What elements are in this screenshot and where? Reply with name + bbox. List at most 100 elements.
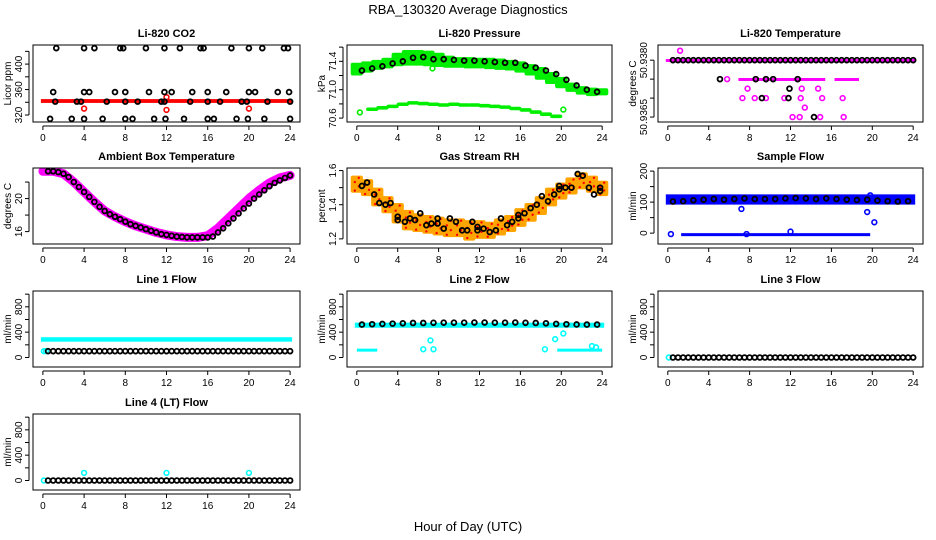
series-average: [358, 319, 601, 328]
data-point: [363, 192, 367, 196]
data-point: [255, 347, 263, 355]
data-point: [814, 85, 822, 92]
x-tick-label: 20: [243, 501, 255, 512]
data-point: [590, 191, 598, 198]
series-average: [44, 477, 294, 484]
data-point: [142, 477, 150, 484]
x-tick-label: 16: [202, 501, 214, 512]
series-average: [669, 354, 917, 361]
data-point: [80, 45, 88, 52]
y-tick-label: 200: [639, 162, 650, 179]
y-tick-label: 400: [14, 446, 25, 463]
y-tick-label: 800: [639, 298, 650, 315]
data-band-segment: [509, 106, 522, 111]
panel-9: Line 3 Flow ml/min 0 4 8 12 16 20 24 0 400 800: [628, 274, 924, 389]
data-point: [399, 319, 407, 327]
data-point: [751, 195, 759, 203]
data-point: [276, 477, 284, 484]
data-point: [563, 76, 570, 84]
data-point: [91, 45, 98, 52]
data-point: [430, 319, 437, 327]
data-point: [106, 347, 114, 355]
series-group: [40, 337, 294, 355]
x-tick-label: 4: [81, 501, 87, 512]
data-point: [810, 113, 818, 121]
data-point: [91, 477, 98, 484]
y-axis-label: degrees C: [628, 60, 639, 106]
y-tick-label: 50.9365: [639, 99, 650, 136]
data-point: [593, 88, 601, 96]
data-point: [797, 354, 805, 361]
plot-frame: [346, 290, 613, 368]
x-tick-label: 20: [556, 255, 568, 266]
data-band-segment: [539, 112, 553, 116]
data-point: [245, 477, 253, 484]
series-group: [38, 168, 295, 242]
data-point: [481, 319, 488, 326]
data-point: [532, 319, 540, 327]
x-axis-label: Hour of Day (UTC): [414, 519, 522, 534]
data-band-segment: [417, 101, 430, 106]
data-point: [710, 195, 718, 203]
series-raw-outliers: [667, 192, 878, 238]
data-point: [500, 227, 504, 231]
data-point: [858, 354, 866, 361]
data-point: [173, 477, 181, 484]
data-point: [782, 195, 789, 202]
data-point: [199, 347, 206, 355]
data-point: [555, 186, 563, 193]
data-point: [111, 213, 119, 221]
data-point: [558, 196, 561, 199]
panel-title: Line 3 Flow: [761, 274, 821, 286]
data-point: [116, 215, 124, 223]
data-point: [230, 347, 237, 355]
data-point: [756, 354, 764, 361]
data-point: [188, 88, 196, 96]
data-point: [168, 88, 175, 96]
series-raw: [40, 469, 253, 484]
data-point: [121, 347, 129, 355]
x-tick-label: 16: [515, 133, 527, 144]
x-tick-label: 20: [556, 133, 568, 144]
data-point: [508, 218, 516, 226]
data-point: [710, 354, 718, 361]
data-point: [214, 477, 222, 484]
data-point: [266, 182, 273, 190]
data-point: [720, 354, 728, 361]
data-point: [585, 184, 593, 191]
y-axis-label: percent: [317, 189, 328, 223]
panel-title: Ambient Box Temperature: [98, 151, 235, 163]
data-point: [378, 188, 381, 192]
data-point: [736, 354, 743, 361]
series-raw-top: [665, 59, 916, 63]
data-point: [60, 477, 67, 484]
data-point: [286, 477, 294, 484]
data-point: [281, 174, 289, 182]
y-tick-label: 71.4: [328, 51, 339, 71]
data-point: [541, 206, 545, 210]
data-point: [219, 477, 227, 484]
data-point: [101, 477, 108, 484]
x-tick-label: 12: [474, 378, 486, 389]
data-band-segment: [534, 196, 547, 215]
data-band-segment: [412, 49, 425, 66]
data-band: [681, 233, 871, 237]
data-point: [730, 195, 738, 203]
series-raw-outliers: [356, 65, 567, 116]
data-point: [542, 67, 550, 74]
data-point: [419, 319, 427, 327]
x-tick-label: 24: [597, 378, 609, 389]
data-band: [557, 348, 603, 352]
data-point: [816, 113, 824, 121]
series-raw: [354, 322, 605, 328]
x-tick-label: 0: [665, 133, 671, 144]
x-tick-label: 0: [354, 133, 360, 144]
data-point: [80, 188, 88, 196]
panel-10: Line 4 (LT) Flow ml/min 0 4 8 12 16 20 24 0 400 800: [3, 397, 301, 512]
data-point: [209, 233, 217, 240]
data-point: [245, 469, 253, 477]
data-point: [700, 196, 707, 203]
data-point: [80, 88, 88, 96]
